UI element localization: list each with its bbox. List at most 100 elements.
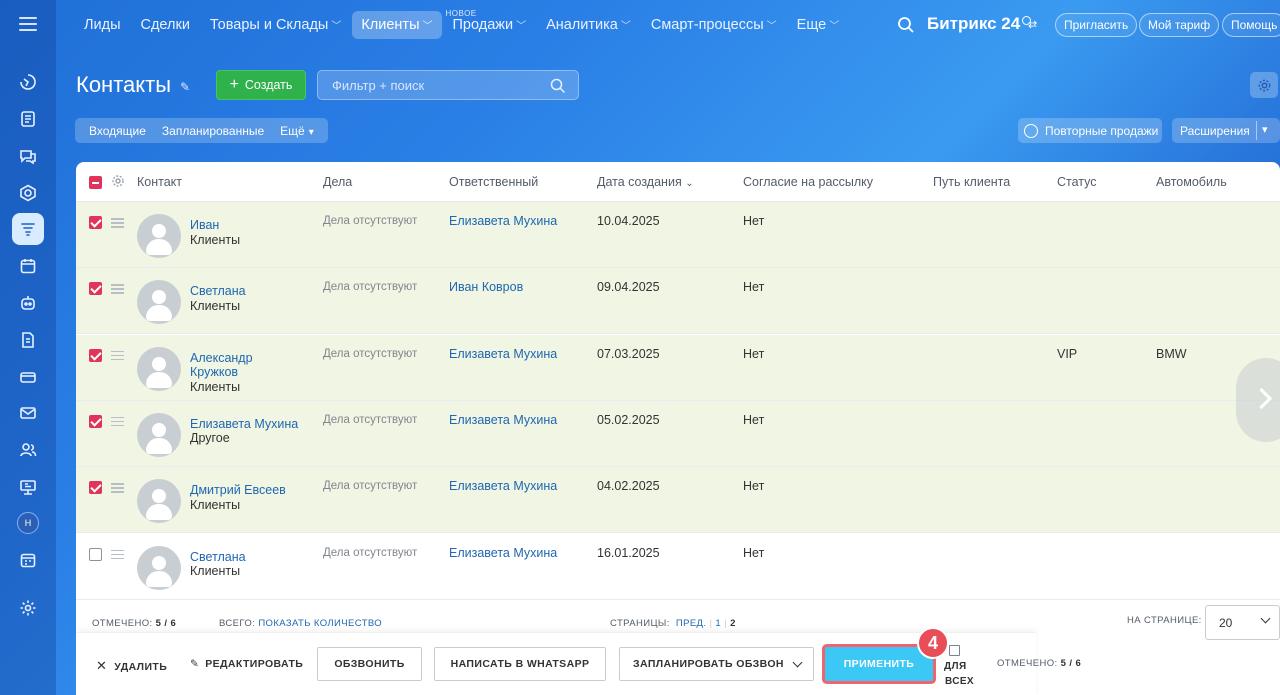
invite-button[interactable]: Пригласить (1055, 13, 1138, 37)
responsible-link[interactable]: Иван Ковров (449, 280, 524, 295)
responsible-link[interactable]: Елизавета Мухина (449, 545, 558, 560)
drag-handle-icon[interactable] (111, 218, 124, 230)
contact-name-link[interactable]: Дмитрий Евсеев (190, 483, 286, 498)
rail-contacts-icon[interactable] (12, 434, 44, 466)
drag-handle-icon[interactable] (111, 350, 124, 363)
contact-name-link[interactable]: Елизавета Мухина (190, 416, 299, 431)
responsible-link[interactable]: Елизавета Мухина (449, 346, 558, 361)
tab-planned[interactable]: Запланированные (161, 123, 265, 138)
rail-feed-icon[interactable] (12, 66, 44, 98)
settings-gear-button[interactable] (1250, 72, 1278, 98)
nav-deals[interactable]: Сделки (132, 11, 199, 39)
rail-settings-icon[interactable] (12, 592, 44, 624)
row-checkbox[interactable] (89, 282, 102, 296)
col-contact[interactable]: Контакт (137, 175, 183, 189)
tariff-button[interactable]: Мой тариф (1139, 13, 1220, 37)
col-responsible[interactable]: Ответственный (449, 175, 539, 189)
create-label: Создать (244, 78, 293, 92)
delete-button[interactable]: ✕ УДАЛИТЬ (96, 658, 167, 674)
drag-handle-icon[interactable] (111, 284, 124, 296)
col-consent[interactable]: Согласие на рассылку (743, 175, 874, 189)
col-car[interactable]: Автомобиль (1156, 175, 1227, 189)
pin-icon[interactable]: ✎ (180, 80, 191, 94)
menu-icon[interactable] (19, 17, 37, 31)
table-row[interactable]: Дмитрий Евсеев Клиенты Дела отсутствуют Ели… (76, 467, 1280, 534)
extensions-button[interactable]: Расширения ▾ (1172, 118, 1280, 143)
page-2[interactable]: 2 (730, 618, 736, 629)
create-button[interactable]: + Создать (216, 70, 306, 100)
col-deals[interactable]: Дела (323, 175, 353, 189)
row-checkbox[interactable] (89, 481, 102, 495)
table-row[interactable]: Елизавета Мухина Другое Дела отсутствуют Ел… (76, 400, 1280, 467)
search-input[interactable] (332, 77, 532, 93)
repeat-sales-button[interactable]: Повторные продажи (1018, 118, 1162, 143)
col-status[interactable]: Статус (1057, 175, 1097, 189)
contact-name-link[interactable]: Александр Кружков (190, 350, 253, 380)
apply-button[interactable]: ПРИМЕНИТЬ (825, 647, 933, 681)
page-1-link[interactable]: 1 (715, 618, 722, 629)
panel-marked-value: 5 / 6 (1060, 658, 1082, 669)
rail-mail-icon[interactable] (12, 397, 44, 429)
contact-name-link[interactable]: Светлана (190, 549, 246, 564)
contact-type: Клиенты (190, 497, 241, 512)
col-path[interactable]: Путь клиента (933, 175, 1011, 189)
rail-sites-icon[interactable] (12, 177, 44, 209)
contact-name-link[interactable]: Светлана (190, 284, 246, 299)
chevron-down-icon[interactable]: ▾ (1262, 124, 1268, 136)
help-button[interactable]: Помощь (1222, 13, 1280, 37)
per-page-select[interactable]: 20 (1205, 605, 1280, 640)
gear-icon[interactable] (111, 174, 125, 188)
row-checkbox[interactable] (89, 348, 102, 362)
responsible-link[interactable]: Елизавета Мухина (449, 214, 558, 228)
col-created[interactable]: Дата создания ⌄ (597, 175, 694, 189)
show-count-link[interactable]: ПОКАЗАТЬ КОЛИЧЕСТВО (258, 618, 383, 629)
row-checkbox[interactable] (89, 216, 102, 229)
row-checkbox[interactable] (89, 547, 102, 561)
responsible-link[interactable]: Елизавета Мухина (449, 412, 558, 427)
drag-handle-icon[interactable] (111, 483, 124, 495)
rail-crm-icon[interactable] (12, 213, 44, 245)
nav-clients[interactable]: Клиенты ﹀ (352, 11, 442, 39)
table-row[interactable]: Александр Кружков Клиенты Дела отсутствуют… (76, 334, 1280, 401)
search-icon[interactable] (550, 78, 566, 94)
rail-payments-icon[interactable] (12, 361, 44, 393)
table-row[interactable]: Светлана Клиенты Дела отсутствуют Елизавета… (76, 534, 1280, 600)
scroll-right-button[interactable] (1236, 358, 1280, 442)
whatsapp-button[interactable]: НАПИСАТЬ В WHATSAPP (434, 647, 606, 681)
nav-sales[interactable]: НОВОЕ Продажи ﹀ (444, 9, 536, 39)
rail-chat-icon[interactable] (12, 140, 44, 172)
contact-avatar (137, 412, 181, 457)
nav-more[interactable]: Еще ﹀ (788, 11, 849, 39)
rail-copilot-icon[interactable] (12, 287, 44, 319)
filter-search[interactable] (317, 70, 579, 100)
tab-more[interactable]: Ещё ▾ (272, 124, 322, 138)
nav-analytics[interactable]: Аналитика ﹀ (537, 11, 640, 39)
for-all-checkbox[interactable] (949, 645, 960, 656)
search-icon[interactable] (897, 16, 915, 34)
nav-smart-processes[interactable]: Смарт-процессы ﹀ (642, 11, 786, 39)
rail-calendar-icon[interactable] (12, 250, 44, 282)
table-row[interactable]: Иван Клиенты Дела отсутствуют Елизавета Мух… (76, 202, 1280, 268)
edit-button[interactable]: ✎ РЕДАКТИРОВАТЬ (190, 658, 303, 670)
drag-handle-icon[interactable] (111, 549, 124, 562)
schedule-call-select[interactable]: ЗАПЛАНИРОВАТЬ ОБЗВОН (619, 647, 814, 681)
rail-tasks-icon[interactable] (12, 103, 44, 135)
tab-incoming[interactable]: Входящие (89, 123, 146, 138)
row-checkbox[interactable] (89, 414, 102, 428)
chevron-down-icon: ▾ (308, 126, 314, 138)
avatar[interactable]: Н (17, 512, 39, 534)
prev-page-link[interactable]: ПРЕД. (675, 618, 707, 629)
nav-products[interactable]: Товары и Склады ﹀ (201, 11, 350, 39)
brand-name: Битрикс 24 (927, 14, 1021, 33)
call-button[interactable]: ОБЗВОНИТЬ (317, 647, 422, 681)
responsible-link[interactable]: Елизавета Мухина (449, 479, 558, 494)
rail-schedule-icon[interactable] (12, 544, 44, 576)
switch-icon[interactable]: ⇄ (1028, 19, 1038, 31)
contact-name-link[interactable]: Иван (190, 218, 220, 232)
select-all-checkbox[interactable] (89, 176, 102, 189)
drag-handle-icon[interactable] (111, 416, 124, 429)
rail-board-icon[interactable] (12, 471, 44, 503)
nav-leads[interactable]: Лиды (75, 11, 130, 39)
table-row[interactable]: Светлана Клиенты Дела отсутствуют Иван Ковр… (76, 268, 1280, 335)
rail-docs-icon[interactable] (12, 324, 44, 356)
